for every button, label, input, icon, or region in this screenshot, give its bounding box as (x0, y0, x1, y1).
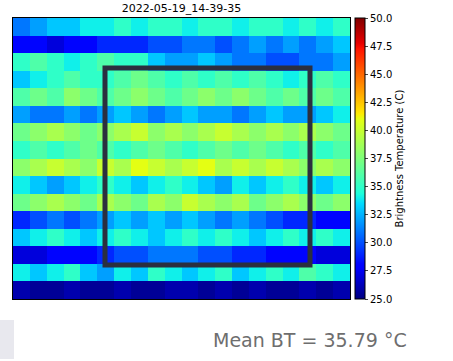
svg-text:2022-05-19_14-39-35: 2022-05-19_14-39-35 (122, 2, 241, 15)
svg-text:30.0: 30.0 (370, 237, 392, 248)
svg-text:37.5: 37.5 (370, 153, 392, 164)
svg-text:Brightness Temperature (C): Brightness Temperature (C) (394, 90, 405, 228)
svg-text:50.0: 50.0 (370, 13, 392, 24)
svg-text:25.0: 25.0 (370, 294, 392, 305)
svg-text:35.0: 35.0 (370, 181, 392, 192)
svg-text:27.5: 27.5 (370, 265, 392, 276)
svg-text:42.5: 42.5 (370, 97, 392, 108)
svg-text:32.5: 32.5 (370, 209, 392, 220)
svg-text:47.5: 47.5 (370, 41, 392, 52)
svg-text:40.0: 40.0 (370, 125, 392, 136)
svg-text:45.0: 45.0 (370, 69, 392, 80)
svg-text:Mean BT = 35.79 °C: Mean BT = 35.79 °C (213, 329, 407, 351)
